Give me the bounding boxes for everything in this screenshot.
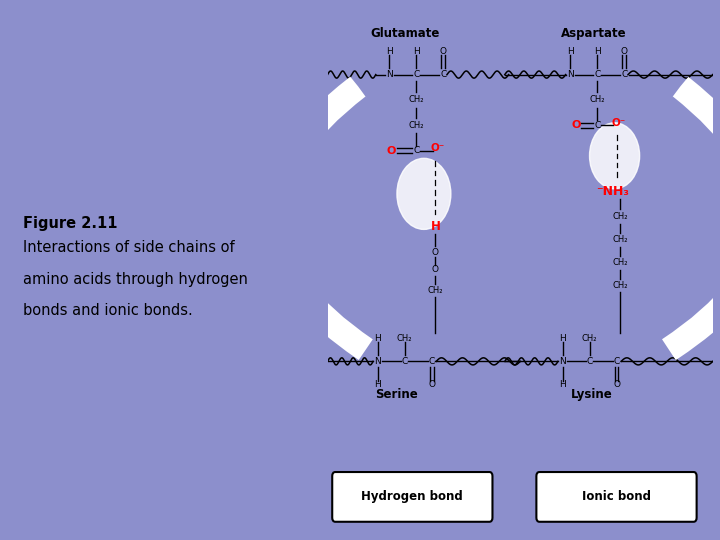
FancyArrowPatch shape <box>256 75 373 360</box>
Text: ⁻NH₃: ⁻NH₃ <box>596 185 629 198</box>
Text: Serine: Serine <box>376 388 418 401</box>
Circle shape <box>397 158 451 230</box>
Text: C: C <box>613 357 620 366</box>
Text: H: H <box>374 380 381 389</box>
Text: Glutamate: Glutamate <box>370 28 439 40</box>
Text: C: C <box>621 70 627 79</box>
Text: CH₂: CH₂ <box>408 121 424 130</box>
FancyBboxPatch shape <box>332 472 492 522</box>
Text: O: O <box>432 248 439 256</box>
Text: H: H <box>559 334 566 343</box>
Text: C: C <box>428 357 435 366</box>
Text: CH₂: CH₂ <box>397 334 413 343</box>
Text: C: C <box>413 70 419 79</box>
Text: Ionic bond: Ionic bond <box>582 490 651 503</box>
Text: H: H <box>374 334 381 343</box>
Text: CH₂: CH₂ <box>613 258 628 267</box>
Text: CH₂: CH₂ <box>590 96 605 104</box>
Text: CH₂: CH₂ <box>428 286 444 295</box>
Text: CH₂: CH₂ <box>613 212 628 221</box>
Text: O⁻: O⁻ <box>431 143 444 153</box>
Text: H: H <box>559 380 566 389</box>
Text: CH₂: CH₂ <box>582 334 598 343</box>
FancyBboxPatch shape <box>536 472 697 522</box>
Text: H: H <box>594 47 600 56</box>
Text: O: O <box>440 47 446 56</box>
Text: O: O <box>613 380 620 389</box>
Text: H: H <box>567 47 574 56</box>
Text: C: C <box>440 70 446 79</box>
Text: C: C <box>594 70 600 79</box>
Text: C: C <box>402 357 408 366</box>
Text: Aspartate: Aspartate <box>561 28 626 40</box>
Text: Figure 2.11: Figure 2.11 <box>23 216 117 231</box>
Text: C: C <box>594 121 600 130</box>
Text: O: O <box>621 47 628 56</box>
Text: H: H <box>386 47 392 56</box>
Text: O: O <box>387 146 396 156</box>
Text: CH₂: CH₂ <box>613 235 628 244</box>
Text: O: O <box>572 120 581 130</box>
Text: CH₂: CH₂ <box>408 96 424 104</box>
Text: CH₂: CH₂ <box>613 281 628 290</box>
Text: O: O <box>428 380 435 389</box>
Text: Interactions of side chains of: Interactions of side chains of <box>23 240 235 255</box>
Text: N: N <box>374 357 381 366</box>
Text: bonds and ionic bonds.: bonds and ionic bonds. <box>23 303 193 318</box>
Text: O: O <box>432 266 439 274</box>
Text: N: N <box>386 70 392 79</box>
Text: N: N <box>559 357 566 366</box>
FancyArrowPatch shape <box>662 75 720 360</box>
Circle shape <box>590 123 639 189</box>
Text: N: N <box>567 70 574 79</box>
Text: H: H <box>413 47 420 56</box>
Text: C: C <box>413 146 419 155</box>
Text: O⁻: O⁻ <box>611 118 626 128</box>
Text: H: H <box>431 220 441 233</box>
Text: Hydrogen bond: Hydrogen bond <box>361 490 463 503</box>
Text: amino acids through hydrogen: amino acids through hydrogen <box>23 272 248 287</box>
Text: C: C <box>586 357 593 366</box>
Text: Lysine: Lysine <box>570 388 612 401</box>
